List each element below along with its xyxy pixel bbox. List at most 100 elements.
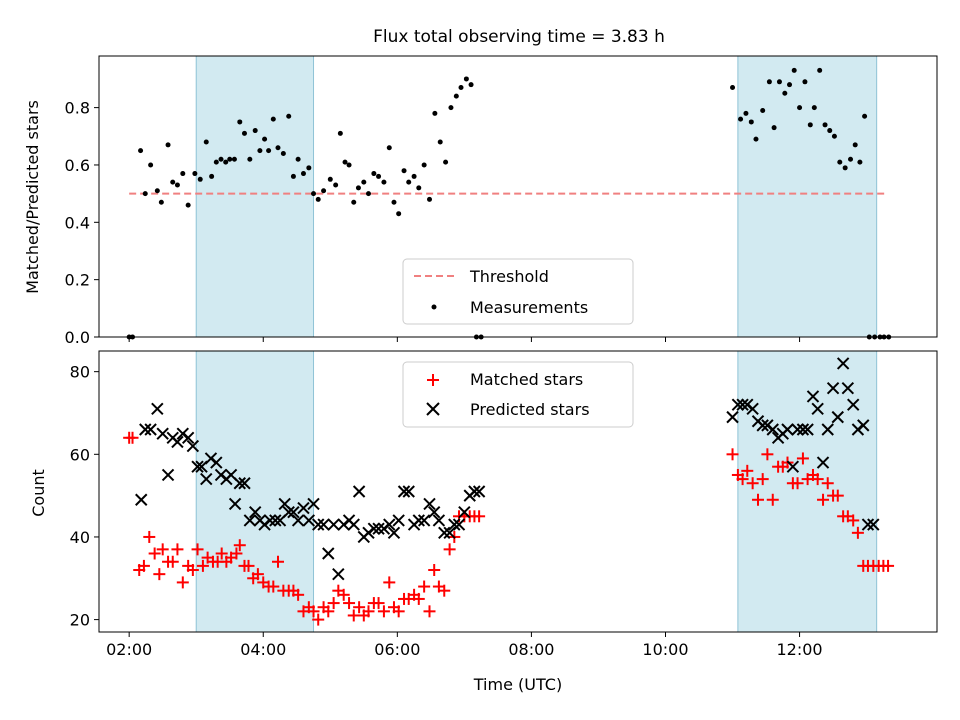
measurements-legend-label: Measurements: [470, 298, 588, 317]
measurement-point: [401, 168, 407, 174]
matched-stars-point: [817, 493, 830, 506]
bottom-x-tick-label: 10:00: [642, 640, 688, 659]
measurement-point: [453, 93, 459, 99]
measurement-point: [337, 130, 343, 136]
predicted-stars-point: [836, 357, 850, 370]
predicted-stars-point: [756, 419, 769, 432]
predicted-stars-point: [383, 518, 396, 531]
measurement-point: [154, 188, 160, 194]
matched-stars-point: [746, 477, 759, 490]
predicted-stars-point: [438, 526, 451, 540]
measurement-point: [185, 202, 191, 208]
predicted-stars-point: [867, 518, 880, 531]
measurement-point: [448, 105, 454, 111]
predicted-stars-point: [472, 485, 486, 498]
predicted-stars-point: [263, 514, 277, 527]
matched-stars-point: [756, 473, 769, 486]
predicted-stars-point: [367, 522, 381, 535]
measurement-point: [791, 67, 797, 73]
predicted-stars-point: [816, 456, 830, 469]
bottom-panel: 02:00 04:00 06:00 08:00 10:00 12:00 20 40 60 80 C…: [29, 350, 938, 694]
measurement-point: [361, 179, 367, 185]
predicted-stars-point: [243, 514, 257, 527]
predicted-stars-point: [144, 423, 157, 436]
measurement-point: [148, 162, 154, 168]
measurement-point: [807, 122, 813, 128]
matched-stars-point: [847, 514, 860, 527]
measurement-point: [437, 139, 443, 145]
predicted-stars-point: [135, 493, 148, 506]
measurement-point: [247, 156, 253, 162]
predicted-stars-point: [287, 505, 300, 519]
top-shaded-interval-1: [737, 55, 878, 338]
measurement-point: [237, 119, 243, 125]
measurement-point: [817, 67, 823, 73]
top-shaded-interval-0: [195, 55, 315, 338]
predicted-stars-point: [327, 518, 340, 531]
predicted-stars-point: [181, 431, 195, 444]
measurement-point: [346, 162, 352, 168]
predicted-stars-point: [412, 514, 425, 527]
matched-stars-point: [423, 605, 436, 618]
matched-stars-point: [156, 543, 169, 556]
matched-stars-point: [438, 584, 451, 597]
predicted-stars-point: [210, 456, 223, 469]
measurement-point: [396, 211, 402, 217]
matched-stars-point: [372, 597, 385, 610]
measurements-legend-swatch: [431, 304, 437, 310]
measurement-point: [371, 171, 377, 177]
bottom-legend: Matched stars Predicted stars: [402, 361, 634, 428]
matched-stars-point: [292, 588, 305, 601]
top-series-measurements: [126, 67, 892, 340]
measurement-point: [443, 159, 449, 165]
matched-stars-point: [736, 473, 749, 486]
measurement-point: [174, 182, 180, 188]
measurement-point: [192, 171, 198, 177]
measurement-point: [802, 79, 808, 85]
matched-stars-point: [171, 543, 184, 556]
measurement-point: [355, 185, 361, 191]
measurement-point: [730, 85, 736, 91]
predicted-stars-point: [726, 410, 739, 424]
measurement-point: [286, 113, 292, 119]
measurement-point: [270, 116, 276, 122]
matched-stars-point: [353, 601, 366, 614]
predicted-stars-point: [347, 518, 360, 531]
measurement-point: [241, 130, 247, 136]
predicted-stars-point: [731, 398, 745, 411]
measurement-point: [165, 142, 171, 148]
measurement-point: [468, 82, 474, 88]
matched-stars-point: [851, 526, 864, 539]
measurement-point: [738, 116, 744, 122]
measurement-point: [306, 165, 312, 171]
matched-stars-point: [148, 547, 161, 560]
measurement-point: [262, 136, 268, 142]
predicted-stars-point: [791, 423, 804, 436]
measurement-point: [209, 173, 215, 179]
top-y-tick-label: 0.0: [65, 328, 90, 347]
predicted-stars-point: [841, 381, 855, 395]
bottom-legend-box: [402, 361, 634, 428]
x-axis-label: Time (UTC): [473, 675, 562, 694]
matched-stars-point: [176, 576, 189, 589]
measurement-point: [862, 113, 868, 119]
measurement-point: [311, 191, 317, 197]
predicted-stars-point: [468, 485, 481, 498]
measurement-point: [852, 142, 858, 148]
predicted-stars-point: [821, 423, 834, 436]
measurement-point: [406, 179, 412, 185]
matched-stars-point: [882, 559, 895, 572]
predicted-stars-point: [796, 423, 810, 436]
predicted-stars-point: [248, 505, 262, 519]
matched-stars-point: [327, 597, 340, 610]
predicted-stars-point: [861, 518, 875, 531]
predicted-stars-point: [746, 402, 759, 416]
top-legend-box: [402, 258, 634, 325]
matched-stars-point: [791, 477, 804, 490]
matched-stars-point: [312, 613, 325, 626]
predicted-stars-point: [857, 419, 870, 432]
predicted-stars-point: [427, 505, 441, 519]
predicted-stars-point: [151, 402, 164, 416]
bottom-y-axis-label: Count: [29, 469, 48, 517]
top-y-tick-label: 0.8: [65, 99, 90, 118]
